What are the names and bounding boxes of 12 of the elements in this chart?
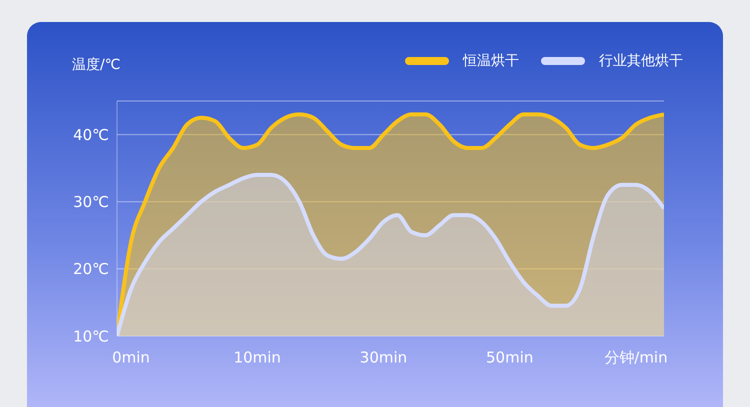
x-tick-label: 分钟/min: [604, 348, 668, 367]
y-tick-label: 10℃: [73, 327, 109, 346]
y-tick-label: 30℃: [73, 193, 109, 212]
y-axis-title: 温度/℃: [72, 56, 120, 74]
y-tick-label: 40℃: [73, 126, 109, 144]
x-tick-label: 0min: [112, 348, 150, 367]
x-tick-label: 10min: [234, 348, 281, 367]
x-tick-label: 50min: [486, 348, 534, 367]
x-tick-label: 30min: [360, 348, 408, 367]
legend-label: 恒温烘干: [463, 52, 519, 70]
legend-label: 行业其他烘干: [599, 52, 683, 70]
y-tick-label: 20℃: [73, 260, 109, 278]
